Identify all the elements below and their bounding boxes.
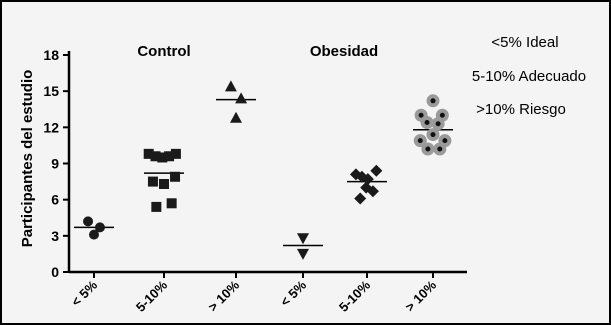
x-category-label: 5-10% xyxy=(133,277,170,314)
data-point xyxy=(157,152,168,163)
data-point xyxy=(89,229,99,240)
group-label: Control xyxy=(137,43,190,60)
data-point-dot xyxy=(437,146,443,152)
data-point xyxy=(431,117,445,131)
data-point xyxy=(426,94,440,108)
data-point-dot xyxy=(418,112,424,118)
data-point xyxy=(151,201,162,212)
data-point-dot xyxy=(439,112,445,118)
data-point xyxy=(297,248,309,260)
data-point xyxy=(170,148,181,159)
data-point-dot xyxy=(430,98,436,104)
legend-entry: <5% Ideal xyxy=(491,34,558,51)
data-point xyxy=(235,92,248,104)
x-category-label: < 5% xyxy=(277,277,309,309)
data-point xyxy=(433,142,447,156)
data-point-dot xyxy=(430,132,436,138)
data-point xyxy=(164,151,175,162)
data-point-dot xyxy=(424,120,430,126)
x-category-label: 5-10% xyxy=(336,277,373,314)
y-tick-label: 6 xyxy=(51,192,59,208)
y-tick-label: 15 xyxy=(43,83,59,99)
axes xyxy=(63,51,467,278)
y-tick-label: 18 xyxy=(43,47,59,63)
legend-entry: 5-10% Adecuado xyxy=(472,68,586,85)
data-point-dot xyxy=(425,146,431,152)
data-point xyxy=(361,173,374,186)
group-label: Obesidad xyxy=(310,43,378,60)
data-point xyxy=(159,178,169,189)
x-category-label: > 10% xyxy=(205,277,242,314)
y-tick-label: 0 xyxy=(51,264,59,280)
legend-entry: >10% Riesgo xyxy=(476,101,566,118)
data-point xyxy=(83,216,94,227)
data-point xyxy=(170,171,181,182)
y-tick-label: 3 xyxy=(51,228,59,244)
data-point xyxy=(420,116,434,130)
data-point xyxy=(421,142,435,156)
data-point xyxy=(166,198,177,209)
data-point xyxy=(413,134,427,148)
data-point xyxy=(230,111,242,123)
data-point xyxy=(297,233,309,245)
data-point xyxy=(366,185,379,198)
data-point-dot xyxy=(435,121,441,127)
data-point-dot xyxy=(442,138,448,144)
y-tick-label: 12 xyxy=(43,119,59,135)
data-point xyxy=(370,164,383,177)
x-category-label: < 5% xyxy=(68,277,100,309)
data-point xyxy=(143,148,154,159)
data-points xyxy=(74,80,453,260)
data-point xyxy=(94,222,105,233)
data-point xyxy=(224,80,237,92)
data-point xyxy=(150,151,161,162)
data-point xyxy=(426,128,440,142)
x-category-label: > 10% xyxy=(402,277,439,314)
y-tick-label: 9 xyxy=(51,156,59,172)
y-axis-label: Participantes del estudio xyxy=(19,70,36,248)
data-point xyxy=(354,192,367,205)
data-point-dot xyxy=(417,138,423,144)
data-point xyxy=(147,176,158,187)
